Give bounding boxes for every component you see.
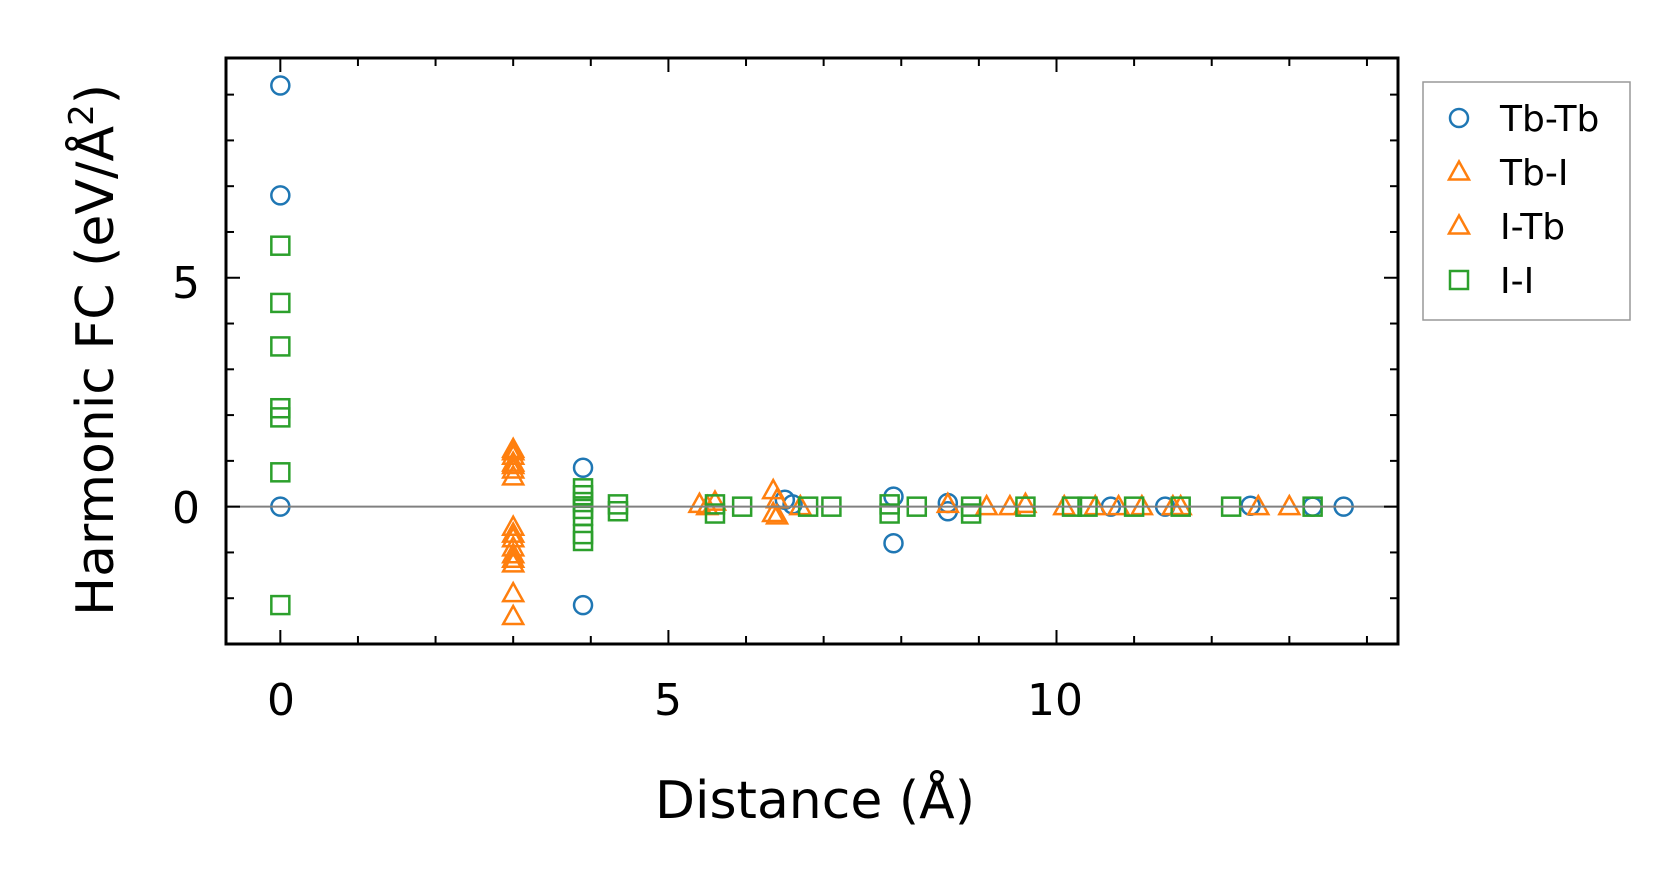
y-axis-title-main: Harmonic FC (eV/Å <box>64 125 126 616</box>
legend-label-i-i: I-I <box>1500 261 1534 302</box>
data-point-i-i <box>607 500 629 522</box>
data-point-i-i <box>572 491 594 513</box>
data-point-i-i <box>879 503 900 524</box>
y-tick-label-0: 0 <box>172 483 200 534</box>
series-i-tb <box>501 438 1186 569</box>
data-point-i-i <box>270 462 291 483</box>
data-point-i-i <box>270 407 291 428</box>
series-i-i <box>270 235 1323 616</box>
data-point-tb-i <box>501 443 526 466</box>
data-point-i-tb <box>764 502 790 525</box>
x-tick-label-0: 0 <box>267 675 295 726</box>
legend-marker-tb-i <box>1446 158 1472 181</box>
data-point-tb-tb <box>270 75 291 96</box>
data-point-i-tb <box>1106 493 1131 516</box>
data-point-tb-i <box>501 463 526 486</box>
x-axis-title: Distance (Å) <box>655 769 975 831</box>
data-point-tb-tb <box>883 533 904 554</box>
plot-frame <box>224 56 1400 646</box>
data-point-i-i <box>607 494 629 515</box>
data-point-tb-i <box>974 493 999 516</box>
x-tick-label-10: 10 <box>1027 675 1083 726</box>
data-point-tb-i <box>501 514 526 537</box>
data-point-i-i <box>572 530 594 552</box>
y-axis-title-close: ) <box>66 84 126 104</box>
axes <box>224 56 1400 646</box>
data-point-i-i <box>270 292 291 314</box>
data-point-tb-i <box>501 580 526 603</box>
data-point-i-tb <box>501 521 526 543</box>
data-point-i-i <box>572 478 594 499</box>
data-point-tb-i <box>935 491 960 514</box>
data-point-i-tb <box>501 546 526 569</box>
series-tb-i <box>501 436 1302 626</box>
legend-marker-tb-tb <box>1448 107 1470 129</box>
data-point-i-tb <box>997 493 1023 516</box>
legend-marker-i-tb <box>1446 212 1472 235</box>
data-point-i-i <box>572 484 594 506</box>
y-axis-title-superscript: 2 <box>62 104 102 126</box>
data-point-tb-i <box>761 500 786 523</box>
x-tick-label-5: 5 <box>654 675 682 726</box>
legend-marker-i-i <box>1448 269 1470 291</box>
legend-label-tb-tb: Tb-Tb <box>1499 99 1599 140</box>
data-point-tb-i <box>501 456 526 479</box>
legend-label-tb-i: Tb-I <box>1499 153 1568 194</box>
data-point-tb-i <box>1246 493 1271 516</box>
legend-box <box>1422 81 1631 321</box>
data-point-tb-i <box>501 603 526 626</box>
series-tb-tb <box>270 75 1354 616</box>
legend <box>1446 107 1472 291</box>
data-point-i-i <box>704 503 726 524</box>
y-tick-label-5: 5 <box>172 258 200 309</box>
data-point-tb-tb <box>572 594 594 616</box>
data-point-i-i <box>572 498 594 520</box>
data-point-i-i <box>270 336 291 357</box>
data-point-i-i <box>572 505 594 527</box>
y-axis-title: Harmonic FC (eV/Å2) <box>62 84 126 616</box>
data-point-i-tb <box>501 438 526 461</box>
data-point-i-i <box>960 503 982 524</box>
data-point-tb-tb <box>572 457 594 478</box>
data-marks <box>270 75 1354 626</box>
data-point-i-i <box>270 235 291 256</box>
data-point-tb-i <box>1277 493 1302 516</box>
legend-label-i-tb: I-Tb <box>1500 207 1565 248</box>
data-point-tb-tb <box>270 185 291 206</box>
data-point-i-tb <box>1013 491 1038 514</box>
data-point-i-tb <box>501 452 526 475</box>
data-point-i-i <box>572 523 594 545</box>
data-point-i-i <box>270 594 291 616</box>
data-point-tb-i <box>501 541 526 564</box>
data-point-tb-i <box>501 550 526 573</box>
